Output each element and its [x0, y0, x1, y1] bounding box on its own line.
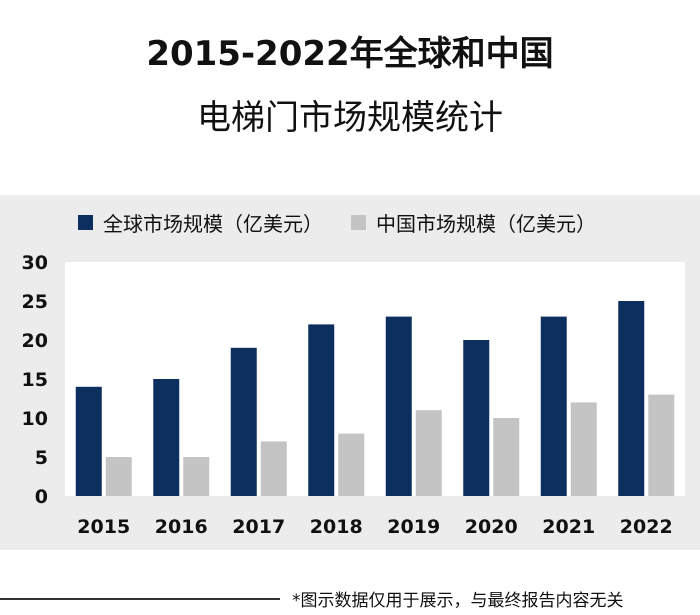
bar-china [415, 410, 442, 496]
bar-global [153, 379, 180, 496]
y-tick-label: 20 [22, 330, 48, 352]
x-tick-label: 2022 [620, 516, 673, 538]
footnote: *图示数据仅用于展示，与最终报告内容无关 [0, 586, 700, 611]
bar-global [75, 386, 102, 496]
footnote-text: *图示数据仅用于展示，与最终报告内容无关 [292, 590, 624, 611]
y-tick-label: 25 [22, 291, 48, 313]
x-tick-label: 2017 [232, 516, 285, 538]
x-tick-label: 2021 [542, 516, 595, 538]
y-tick-label: 15 [22, 369, 48, 391]
bar-global [540, 316, 567, 496]
y-tick-label: 30 [22, 252, 48, 274]
bar-global [308, 324, 335, 496]
legend-item-china: 中国市场规模（亿美元） [351, 208, 596, 237]
y-tick-label: 0 [35, 486, 48, 508]
y-tick-label: 5 [35, 447, 48, 469]
chart-title-line1: 2015-2022年全球和中国 [146, 34, 554, 74]
x-tick-label: 2015 [77, 516, 130, 538]
bar-china [570, 402, 597, 496]
bar-global [230, 347, 257, 496]
bar-china [338, 433, 365, 496]
bar-global [463, 340, 490, 496]
bar-china [648, 394, 675, 496]
bar-china [183, 457, 210, 496]
bar-china [493, 418, 520, 496]
legend-label-global: 全球市场规模（亿美元） [103, 211, 323, 236]
x-tick-label: 2018 [310, 516, 363, 538]
legend-label-china: 中国市场规模（亿美元） [376, 211, 596, 236]
legend-swatch-global [78, 214, 93, 230]
y-tick-label: 10 [22, 408, 48, 430]
legend-item-global: 全球市场规模（亿美元） [78, 208, 323, 237]
x-tick-label: 2020 [465, 516, 518, 538]
bar-china [260, 441, 287, 496]
chart-title-line2: 电梯门市场规模统计 [197, 98, 503, 138]
bar-global [385, 316, 412, 496]
chart-legend: 全球市场规模（亿美元） 中国市场规模（亿美元） [78, 208, 624, 237]
legend-swatch-china [351, 214, 366, 230]
bar-global [618, 301, 645, 496]
x-tick-label: 2019 [387, 516, 440, 538]
footnote-rule [0, 598, 280, 600]
bar-china [105, 457, 132, 496]
x-tick-label: 2016 [155, 516, 208, 538]
